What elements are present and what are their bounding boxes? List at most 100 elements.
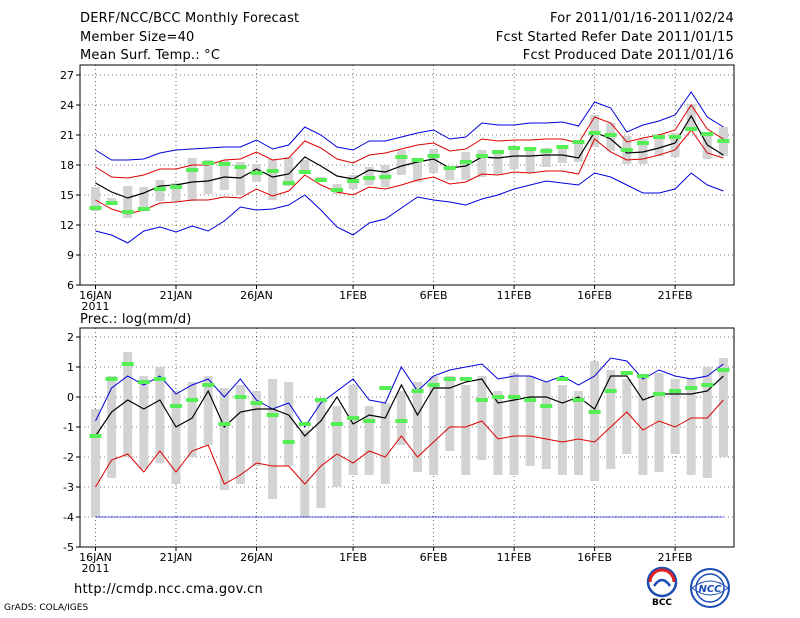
median-mark [685,127,698,131]
median-mark [363,419,376,423]
y-tick-label: 9 [67,249,74,262]
ensemble-box [670,379,680,454]
ensemble-box [155,367,165,463]
median-mark [701,132,714,136]
ensemble-box [316,400,326,508]
median-mark [186,398,199,402]
median-mark [636,141,649,145]
median-mark [556,145,569,149]
ensemble-box [718,358,728,457]
x-year-label: 2011 [82,300,110,313]
ensemble-box [590,361,600,481]
y-tick-label: 27 [60,69,74,82]
precip-title: Prec.: log(mm/d) [80,312,192,327]
ensemble-box [187,158,197,201]
y-tick-label: -1 [63,421,74,434]
median-mark [475,154,488,158]
median-mark [314,178,327,182]
median-mark [620,371,633,375]
ensemble-box [541,148,551,167]
median-mark [347,416,360,420]
median-mark [588,131,601,135]
x-tick-label: 26JAN [240,551,273,564]
median-mark [540,404,553,408]
forecast-produced-date: Fcst Produced Date 2011/01/16 [522,48,734,63]
median-mark [89,206,102,210]
x-tick-label: 21FEB [658,551,693,564]
ensemble-box [332,406,342,487]
ensemble-box [91,409,100,517]
median-mark [331,188,343,192]
ensemble-box [203,160,213,194]
median-mark [669,135,682,139]
ensemble-box [139,187,149,207]
median-mark [234,165,247,169]
median-mark [524,147,537,151]
median-mark [218,422,231,426]
ensemble-box [445,166,455,180]
median-mark [475,398,488,402]
median-mark [121,362,134,366]
median-mark [508,146,521,150]
ensemble-box [429,149,439,173]
ensemble-box [477,376,487,460]
ensemble-box [268,379,278,499]
median-mark [282,440,295,444]
ensemble-box [171,183,181,201]
ensemble-box [493,150,503,174]
ensemble-box [574,142,583,162]
median-mark [427,154,440,158]
x-year-label: 2011 [82,562,110,575]
ensemble-box [364,406,374,475]
ensemble-box [622,379,632,454]
plot-frame [79,64,735,286]
y-tick-label: 0 [67,391,74,404]
ensemble-box [541,382,551,469]
ensemble-box [348,385,358,475]
y-tick-label: -2 [63,451,74,464]
series-min-line [95,172,724,244]
median-mark [314,398,327,402]
median-mark [218,162,231,166]
ensemble-box [219,160,229,190]
median-mark [234,395,247,399]
x-tick-label: 16JAN [79,289,112,302]
median-mark [492,150,504,154]
chart-title: DERF/NCC/BCC Monthly Forecast [80,11,300,26]
median-mark [459,160,472,164]
median-mark [170,185,182,189]
median-mark [411,389,424,393]
x-tick-label: 11FEB [497,289,532,302]
ensemble-box [300,160,310,172]
series-mean-line [95,114,724,199]
median-mark [588,410,601,414]
ensemble-box [300,430,310,517]
ensemble-box [396,150,406,175]
source-url[interactable]: http://cmdp.ncc.cma.gov.cn [74,582,264,597]
y-tick-label: 15 [60,189,74,202]
median-mark [250,171,263,175]
ensemble-box [525,376,535,466]
x-tick-label: 6FEB [420,551,448,564]
y-tick-label: -5 [63,541,74,554]
ensemble-box [284,382,294,466]
median-mark [540,149,553,153]
ensemble-box [187,382,197,457]
y-tick-label: 18 [60,159,74,172]
median-mark [298,422,311,426]
ensemble-box [219,388,229,490]
median-mark [202,161,215,165]
y-tick-label: 6 [67,279,74,292]
median-mark [395,155,408,159]
series-mean-line [95,375,724,437]
ensemble-box [493,391,503,475]
y-tick-label: 21 [60,129,74,142]
median-mark [298,170,311,174]
median-mark [411,158,424,162]
ensemble-box [509,146,519,169]
median-mark [604,389,617,393]
y-tick-label: 2 [67,331,74,344]
median-mark [556,377,569,381]
ensemble-box [396,391,406,445]
